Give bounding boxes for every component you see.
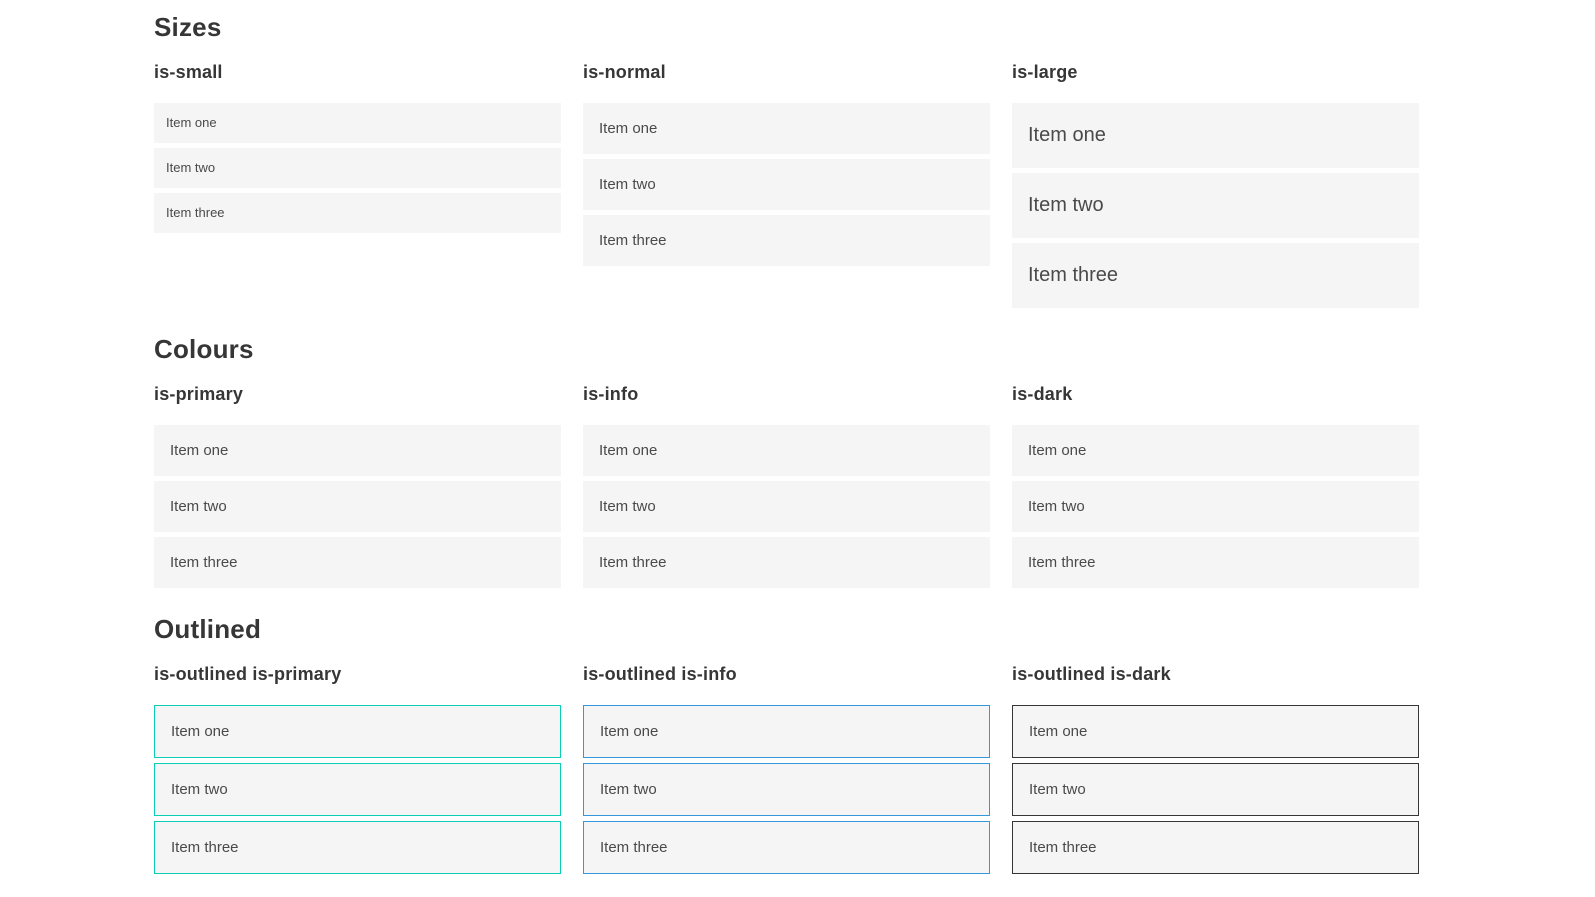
sizes-grid: is-small Item one Item two Item three is… [154, 61, 1419, 308]
list-primary: Item one Item two Item three [154, 425, 561, 588]
list-item[interactable]: Item two [154, 148, 561, 188]
section-colours: Colours is-primary Item one Item two Ite… [154, 334, 1419, 588]
group-is-info: is-info Item one Item two Item three [583, 383, 990, 588]
list-item[interactable]: Item two [583, 159, 990, 210]
list-normal: Item one Item two Item three [583, 103, 990, 266]
group-label: is-outlined is-dark [1012, 664, 1171, 684]
outlined-grid: is-outlined is-primary Item one Item two… [154, 663, 1419, 874]
group-is-large: is-large Item one Item two Item three [1012, 61, 1419, 308]
list-item[interactable]: Item three [154, 537, 561, 588]
list-outlined-dark: Item one Item two Item three [1012, 705, 1419, 874]
list-item[interactable]: Item one [154, 425, 561, 476]
list-item[interactable]: Item three [154, 821, 561, 874]
list-outlined-primary: Item one Item two Item three [154, 705, 561, 874]
section-title: Outlined [154, 614, 262, 644]
list-item[interactable]: Item one [1012, 705, 1419, 758]
group-is-dark: is-dark Item one Item two Item three [1012, 383, 1419, 588]
group-is-primary: is-primary Item one Item two Item three [154, 383, 561, 588]
group-label: is-dark [1012, 384, 1073, 404]
list-info: Item one Item two Item three [583, 425, 990, 588]
list-item[interactable]: Item three [1012, 821, 1419, 874]
list-outlined-info: Item one Item two Item three [583, 705, 990, 874]
list-item[interactable]: Item one [583, 103, 990, 154]
list-item[interactable]: Item two [1012, 481, 1419, 532]
list-small: Item one Item two Item three [154, 103, 561, 233]
group-label: is-primary [154, 384, 244, 404]
list-item[interactable]: Item two [1012, 763, 1419, 816]
group-is-normal: is-normal Item one Item two Item three [583, 61, 990, 308]
list-item[interactable]: Item one [1012, 103, 1419, 168]
list-item[interactable]: Item two [154, 763, 561, 816]
section-outlined: Outlined is-outlined is-primary Item one… [154, 614, 1419, 874]
list-large: Item one Item two Item three [1012, 103, 1419, 308]
colours-grid: is-primary Item one Item two Item three … [154, 383, 1419, 588]
list-item[interactable]: Item three [583, 821, 990, 874]
section-title: Colours [154, 334, 254, 364]
group-outlined-dark: is-outlined is-dark Item one Item two It… [1012, 663, 1419, 874]
list-item[interactable]: Item one [583, 705, 990, 758]
list-item[interactable]: Item two [583, 763, 990, 816]
list-item[interactable]: Item one [583, 425, 990, 476]
group-outlined-primary: is-outlined is-primary Item one Item two… [154, 663, 561, 874]
list-dark: Item one Item two Item three [1012, 425, 1419, 588]
list-item[interactable]: Item one [154, 705, 561, 758]
list-item[interactable]: Item two [583, 481, 990, 532]
list-item[interactable]: Item three [583, 537, 990, 588]
group-label: is-info [583, 384, 639, 404]
list-item[interactable]: Item one [1012, 425, 1419, 476]
group-label: is-outlined is-info [583, 664, 737, 684]
list-item[interactable]: Item three [583, 215, 990, 266]
list-item[interactable]: Item two [1012, 173, 1419, 238]
section-sizes: Sizes is-small Item one Item two Item th… [154, 12, 1419, 308]
group-outlined-info: is-outlined is-info Item one Item two It… [583, 663, 990, 874]
group-label: is-large [1012, 62, 1078, 82]
section-title: Sizes [154, 12, 222, 42]
list-item[interactable]: Item three [1012, 537, 1419, 588]
group-label: is-outlined is-primary [154, 664, 342, 684]
list-item[interactable]: Item three [154, 193, 561, 233]
group-label: is-small [154, 62, 223, 82]
list-item[interactable]: Item two [154, 481, 561, 532]
group-label: is-normal [583, 62, 666, 82]
group-is-small: is-small Item one Item two Item three [154, 61, 561, 308]
list-item[interactable]: Item three [1012, 243, 1419, 308]
list-item[interactable]: Item one [154, 103, 561, 143]
